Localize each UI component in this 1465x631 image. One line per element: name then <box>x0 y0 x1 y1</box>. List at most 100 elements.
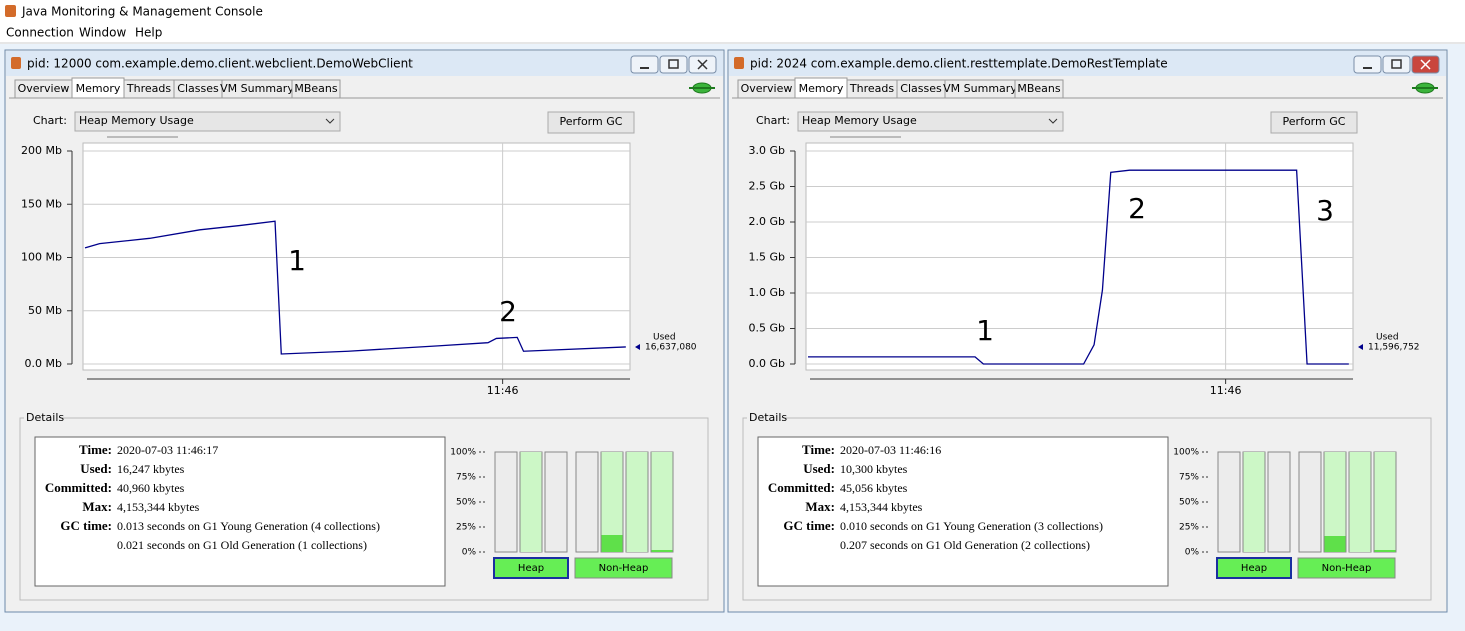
tab-label[interactable]: Overview <box>18 82 70 95</box>
window-title: pid: 12000 com.example.demo.client.webcl… <box>27 57 413 71</box>
pool-button-label[interactable]: Non-Heap <box>1322 563 1372 574</box>
close-glyph <box>697 59 708 70</box>
tab-label[interactable]: Overview <box>741 82 793 95</box>
pool-committed <box>1374 452 1396 552</box>
details-title-bg <box>24 411 62 425</box>
detail-value: 4,153,344 kbytes <box>840 500 923 514</box>
pool-committed <box>626 452 648 552</box>
tab-label[interactable]: Threads <box>849 82 894 95</box>
pool-committed <box>651 452 673 552</box>
pool-committed <box>520 452 542 552</box>
minimize-button[interactable] <box>1353 55 1382 74</box>
tab-label[interactable]: VM Summary <box>220 82 294 95</box>
annotation: 2 <box>499 295 517 328</box>
details-title: Details <box>749 411 787 424</box>
tab-label[interactable]: Memory <box>76 82 121 95</box>
pool-button[interactable] <box>574 557 673 579</box>
perform-gc-button[interactable] <box>1270 111 1358 134</box>
detail-value: 0.013 seconds on G1 Young Generation (4 … <box>117 519 380 533</box>
window-icon <box>11 57 21 69</box>
x-tick-label: 11:46 <box>1210 384 1242 397</box>
maximize-button[interactable] <box>659 55 688 74</box>
y-tick-label: 0.5 Gb <box>749 322 786 335</box>
maximize-button[interactable] <box>1382 55 1411 74</box>
pool-button[interactable] <box>493 557 569 579</box>
y-tick-label: 1.5 Gb <box>749 251 786 264</box>
y-tick-label: 100 Mb <box>21 251 62 264</box>
y-tick-label: 1.0 Gb <box>749 286 786 299</box>
tab-label[interactable]: Classes <box>177 82 219 95</box>
y-tick-label: 2.5 Gb <box>749 180 786 193</box>
pool-bar-bg <box>494 451 518 553</box>
pool-tick-label: 25% <box>1179 523 1199 533</box>
pool-button-label[interactable]: Heap <box>1241 563 1267 574</box>
window-icon <box>734 57 744 69</box>
pool-tick-label: 100% <box>450 448 476 458</box>
detail-value: 4,153,344 kbytes <box>117 500 200 514</box>
detail-value: 2020-07-03 11:46:17 <box>117 443 218 457</box>
pool-bar-bg <box>1298 451 1322 553</box>
x-tick-label: 11:46 <box>487 384 519 397</box>
details-box <box>757 436 1169 587</box>
tab-label[interactable]: VM Summary <box>943 82 1017 95</box>
detail-label: GC time: <box>783 518 835 533</box>
pool-bar-bg <box>575 451 599 553</box>
chart-select-value[interactable]: Heap Memory Usage <box>79 114 194 127</box>
maximize-glyph <box>668 59 679 69</box>
annotation: 2 <box>1128 192 1146 225</box>
pool-button[interactable] <box>1216 557 1292 579</box>
detail-label: Max: <box>805 499 835 514</box>
tab-label[interactable]: MBeans <box>294 82 338 95</box>
app-icon <box>5 5 16 17</box>
detail-label: Time: <box>79 442 112 457</box>
pool-tick-label: 0% <box>1185 548 1200 558</box>
pool-button-label[interactable]: Non-Heap <box>599 563 649 574</box>
pool-committed <box>1349 452 1371 552</box>
title-bar <box>6 51 723 76</box>
select-arrow <box>1048 118 1058 124</box>
tab-label[interactable]: Classes <box>900 82 942 95</box>
detail-value: 0.010 seconds on G1 Young Generation (3 … <box>840 519 1103 533</box>
y-tick-label: 50 Mb <box>28 304 62 317</box>
chart-select-value[interactable]: Heap Memory Usage <box>802 114 917 127</box>
pool-bar-bg <box>1267 451 1291 553</box>
series-name: Used <box>1376 333 1399 343</box>
chart-select[interactable] <box>74 111 341 132</box>
detail-label: Time: <box>802 442 835 457</box>
pool-committed <box>1324 452 1346 552</box>
menu-item[interactable]: Help <box>135 26 162 40</box>
app-header <box>0 0 1465 44</box>
details-title-bg <box>747 411 785 425</box>
pool-button-label[interactable]: Heap <box>518 563 544 574</box>
perform-gc-label[interactable]: Perform GC <box>560 115 623 128</box>
chart-select[interactable] <box>797 111 1064 132</box>
detail-label: Used: <box>80 461 112 476</box>
y-tick-label: 0.0 Gb <box>749 357 786 370</box>
tab-label[interactable]: Threads <box>126 82 171 95</box>
y-tick-label: 200 Mb <box>21 144 62 157</box>
tab-label[interactable]: MBeans <box>1017 82 1061 95</box>
tab-label[interactable]: Memory <box>799 82 844 95</box>
pool-committed <box>601 452 623 552</box>
detail-value: 16,247 kbytes <box>117 462 185 476</box>
series-name: Used <box>653 333 676 343</box>
y-tick-label: 3.0 Gb <box>749 144 786 157</box>
title-bar <box>729 51 1446 76</box>
series-line <box>808 169 1349 365</box>
pool-tick-label: 75% <box>1179 473 1199 483</box>
detail-value: 2020-07-03 11:46:16 <box>840 443 941 457</box>
pool-button[interactable] <box>1297 557 1396 579</box>
detail-label: GC time: <box>60 518 112 533</box>
perform-gc-button[interactable] <box>547 111 635 134</box>
annotation: 3 <box>1316 194 1334 227</box>
pool-used <box>651 550 673 552</box>
menu-item[interactable]: Connection <box>6 26 74 40</box>
annotation: 1 <box>976 314 994 347</box>
menu-item[interactable]: Window <box>79 26 127 40</box>
perform-gc-label[interactable]: Perform GC <box>1283 115 1346 128</box>
minimize-button[interactable] <box>630 55 659 74</box>
pool-tick-label: 100% <box>1173 448 1199 458</box>
pool-used <box>1374 550 1396 552</box>
detail-label: Committed: <box>768 480 835 495</box>
